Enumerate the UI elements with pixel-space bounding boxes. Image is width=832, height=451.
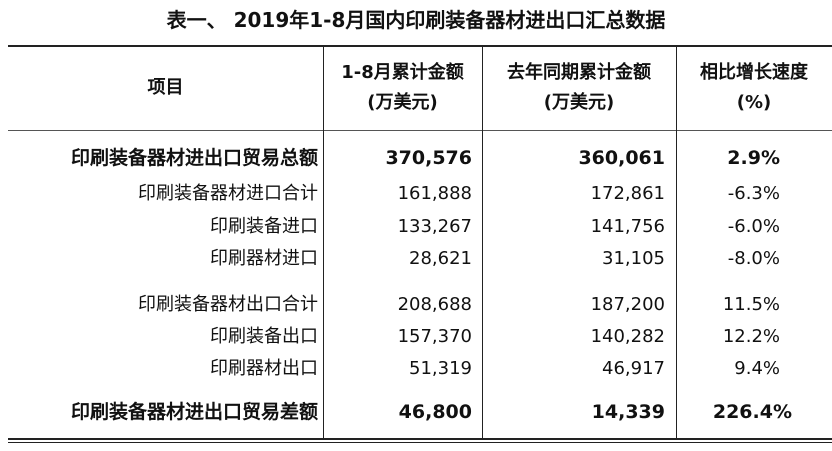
row-previous: 46,917	[602, 358, 665, 379]
header-previous-unit: (万美元)	[543, 92, 615, 113]
header-divider	[8, 130, 832, 131]
row-previous: 141,756	[590, 216, 665, 237]
table-row: 印刷装备出口 157,370 140,282 12.2%	[0, 322, 832, 352]
row-growth: 226.4%	[712, 401, 792, 423]
row-previous: 187,200	[590, 294, 665, 315]
row-current: 46,800	[398, 401, 472, 423]
table-row: 印刷装备进口 133,267 141,756 -6.0%	[0, 212, 832, 242]
row-current: 133,267	[397, 216, 472, 237]
row-current: 28,621	[409, 248, 472, 269]
row-current: 208,688	[397, 294, 472, 315]
row-growth: 9.4%	[734, 358, 780, 379]
row-growth: 2.9%	[727, 147, 780, 169]
row-growth: 11.5%	[722, 294, 780, 315]
row-item: 印刷装备器材进出口贸易差额	[70, 401, 318, 423]
row-previous: 31,105	[602, 248, 665, 269]
row-item: 印刷器材进口	[210, 248, 318, 269]
column-divider	[482, 45, 483, 438]
header-growth: 相比增长速度 (%)	[676, 58, 832, 118]
table-title: 表一、 2019年1-8月国内印刷装备器材进出口汇总数据	[166, 8, 666, 32]
table-row: 印刷器材进口 28,621 31,105 -8.0%	[0, 244, 832, 274]
row-growth: -6.3%	[727, 183, 780, 204]
row-item: 印刷装备器材进口合计	[138, 183, 318, 204]
row-item: 印刷装备器材出口合计	[138, 294, 318, 315]
table-row: 印刷装备器材进口合计 161,888 172,861 -6.3%	[0, 179, 832, 209]
row-previous: 140,282	[590, 326, 665, 347]
table-row: 印刷器材出口 51,319 46,917 9.4%	[0, 354, 832, 384]
column-divider	[323, 45, 324, 438]
row-growth: -6.0%	[727, 216, 780, 237]
table-row: 印刷装备器材出口合计 208,688 187,200 11.5%	[0, 290, 832, 320]
header-current-label: 1-8月累计金额	[341, 62, 464, 83]
row-current: 51,319	[409, 358, 472, 379]
header-current: 1-8月累计金额 (万美元)	[323, 58, 482, 118]
header-item-label: 项目	[147, 77, 184, 98]
column-divider	[676, 45, 677, 438]
row-previous: 14,339	[591, 401, 665, 423]
table-bottom-border-second	[8, 442, 832, 443]
row-item: 印刷装备出口	[210, 326, 318, 347]
table-row-total: 印刷装备器材进出口贸易总额 370,576 360,061 2.9%	[0, 143, 832, 173]
row-growth: 12.2%	[722, 326, 780, 347]
row-current: 157,370	[397, 326, 472, 347]
table-row-balance: 印刷装备器材进出口贸易差额 46,800 14,339 226.4%	[0, 397, 832, 427]
row-current: 370,576	[385, 147, 472, 169]
header-growth-label: 相比增长速度	[700, 62, 808, 83]
row-growth: -8.0%	[727, 248, 780, 269]
row-previous: 360,061	[578, 147, 665, 169]
header-growth-unit: (%)	[736, 92, 772, 113]
row-item: 印刷装备进口	[210, 216, 318, 237]
row-item: 印刷装备器材进出口贸易总额	[70, 147, 318, 169]
row-current: 161,888	[397, 183, 472, 204]
row-previous: 172,861	[590, 183, 665, 204]
header-previous: 去年同期累计金额 (万美元)	[482, 58, 676, 118]
table-bottom-border	[8, 438, 832, 440]
row-item: 印刷器材出口	[210, 358, 318, 379]
header-previous-label: 去年同期累计金额	[507, 62, 651, 83]
header-item: 项目	[8, 73, 323, 103]
table-top-border	[8, 45, 832, 47]
header-current-unit: (万美元)	[367, 92, 438, 113]
